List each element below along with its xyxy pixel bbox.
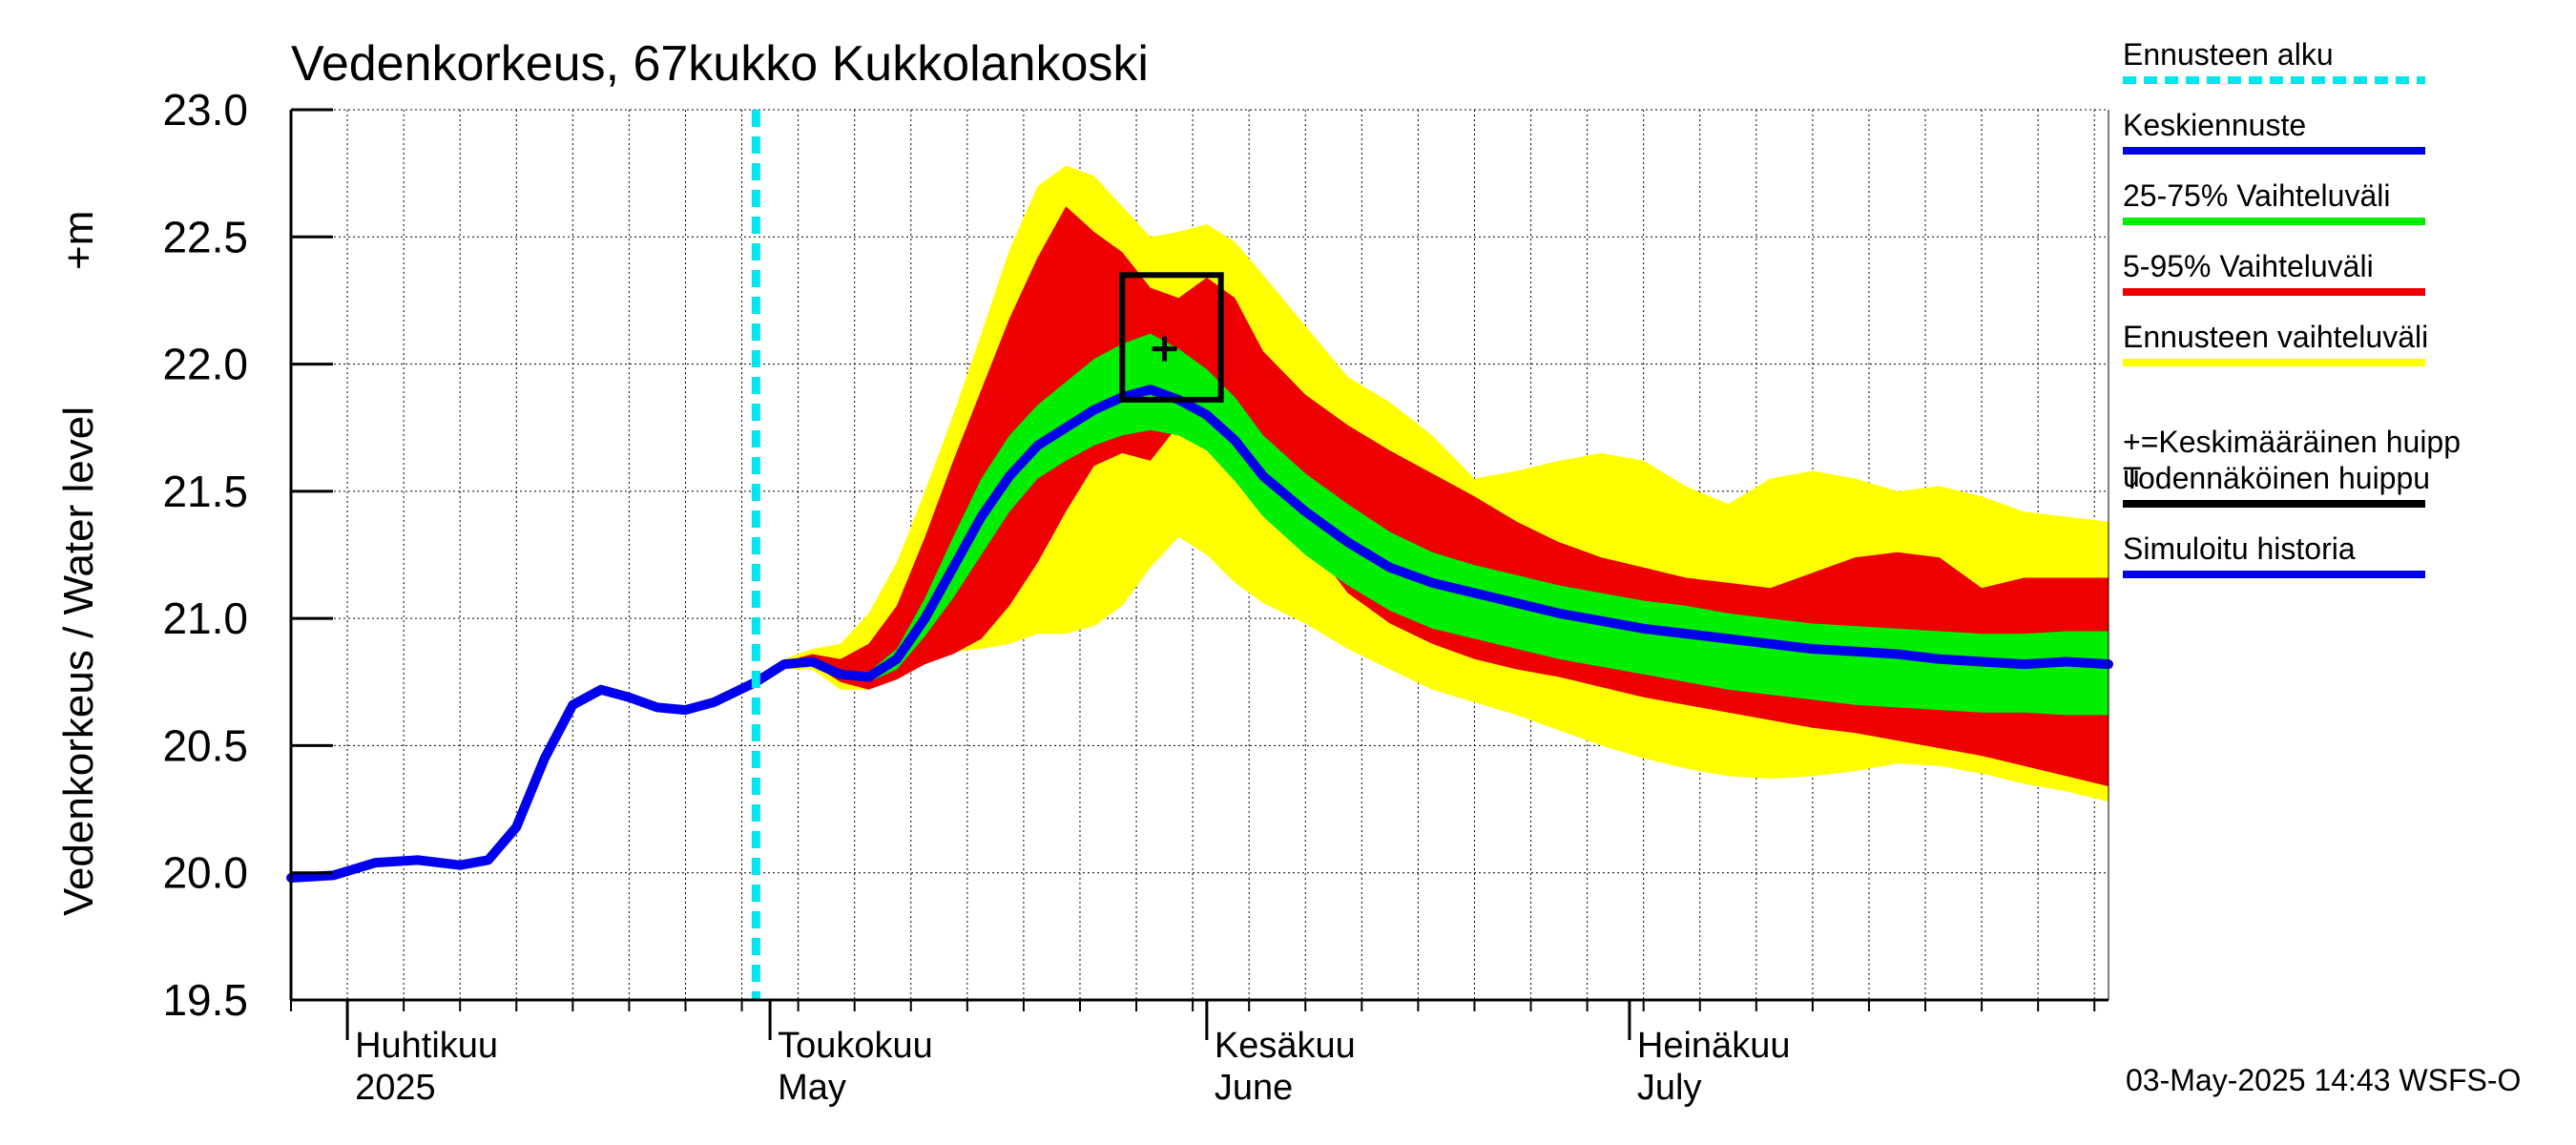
legend-item-label: u (2123, 459, 2140, 493)
series-history-line (286, 677, 761, 883)
legend-item-label: Ennusteen vaihteluväli (2123, 320, 2428, 354)
legend-item: Simuloitu historia (2123, 531, 2425, 578)
month-label-en: July (1637, 1068, 1702, 1108)
month-label-en: June (1215, 1068, 1293, 1108)
y-tick-label: 23.0 (162, 85, 248, 135)
legend-item: 5-95% Vaihteluväli (2123, 249, 2425, 296)
legend-item-label: Keskiennuste (2123, 108, 2306, 142)
legend-item: Ennusteen alku (2123, 37, 2425, 84)
legend-item-label: Simuloitu historia (2123, 531, 2356, 566)
y-tick-label: 21.5 (162, 467, 248, 516)
y-axis-unit: +m (55, 211, 102, 270)
legend-item-label: Todennäköinen huippu (2123, 461, 2430, 495)
y-tick-label: 20.0 (162, 848, 248, 898)
legend-item: Ennusteen vaihteluväli (2123, 320, 2428, 366)
legend-item: Keskiennuste (2123, 108, 2425, 155)
legend-item-label: 5-95% Vaihteluväli (2123, 249, 2374, 283)
legend: Ennusteen alku Keskiennuste 25-75% Vaihtel… (2123, 37, 2461, 578)
timestamp-footer: 03-May-2025 14:43 WSFS-O (2126, 1063, 2521, 1097)
plot-area (286, 109, 2113, 1001)
y-tick-label: 21.0 (162, 593, 248, 643)
month-label-fi: Heinäkuu (1637, 1026, 1791, 1066)
month-label-fi: Huhtikuu (355, 1026, 498, 1066)
legend-item: Todennäköinen huippu (2123, 461, 2430, 508)
y-tick-label: 22.5 (162, 212, 248, 261)
legend-item: +=Keskimääräinen huippu (2123, 425, 2461, 493)
month-label-fi: Kesäkuu (1215, 1026, 1356, 1066)
y-tick-label: 19.5 (162, 975, 248, 1025)
legend-item-label: 25-75% Vaihteluväli (2123, 178, 2390, 213)
series-median-line (751, 385, 2113, 687)
chart-title: Vedenkorkeus, 67kukko Kukkolankoski (291, 36, 1149, 92)
band-25-75 (756, 333, 2109, 716)
y-tick-label: 22.0 (162, 340, 248, 389)
y-axis-label: Vedenkorkeus / Water level (55, 406, 102, 916)
month-label-fi: Toukokuu (778, 1026, 933, 1066)
axes: 19.5 20.0 20.5 21.0 21.5 22.0 22.5 23.0 Huhtikuu… (162, 85, 2109, 1108)
legend-item-label: Ennusteen alku (2123, 37, 2334, 72)
mean-peak-marker (1152, 336, 1177, 362)
month-label-en: 2025 (355, 1068, 436, 1108)
legend-item: 25-75% Vaihteluväli (2123, 178, 2425, 225)
probable-peak-box (1119, 272, 1224, 403)
legend-item-label: +=Keskimääräinen huipp (2123, 425, 2461, 459)
y-tick-label: 20.5 (162, 720, 248, 770)
month-label-en: May (778, 1068, 846, 1108)
